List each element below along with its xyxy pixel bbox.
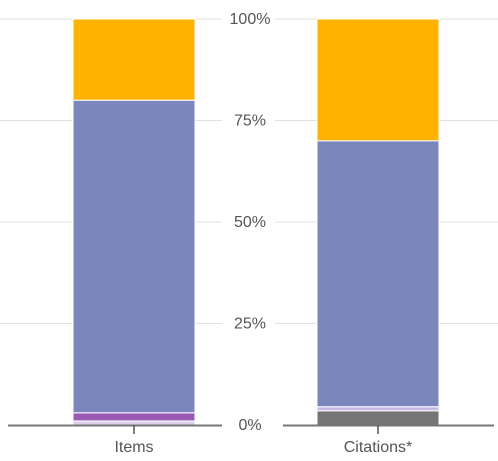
bar-segment <box>72 420 196 426</box>
y-tick-label: 75% <box>234 113 266 130</box>
y-tick-label: 50% <box>234 214 266 231</box>
y-tick-label: 100% <box>230 11 271 28</box>
category-labels: Items Citations* <box>114 439 412 456</box>
y-tick-label: 25% <box>234 316 266 333</box>
category-label: Items <box>114 439 153 456</box>
y-tick-label: 0% <box>238 417 261 434</box>
x-axis <box>8 424 494 434</box>
category-label: Citations* <box>344 439 412 456</box>
bar-segment <box>316 410 440 426</box>
bar-segment <box>72 99 196 414</box>
bar-segment <box>316 406 440 412</box>
bar-segment <box>72 18 196 101</box>
bar-segment <box>72 412 196 422</box>
bar-segment <box>316 140 440 408</box>
y-axis-tick-labels: 0% 25% 50% 75% 100% <box>230 11 271 434</box>
bar-segment <box>316 18 440 142</box>
